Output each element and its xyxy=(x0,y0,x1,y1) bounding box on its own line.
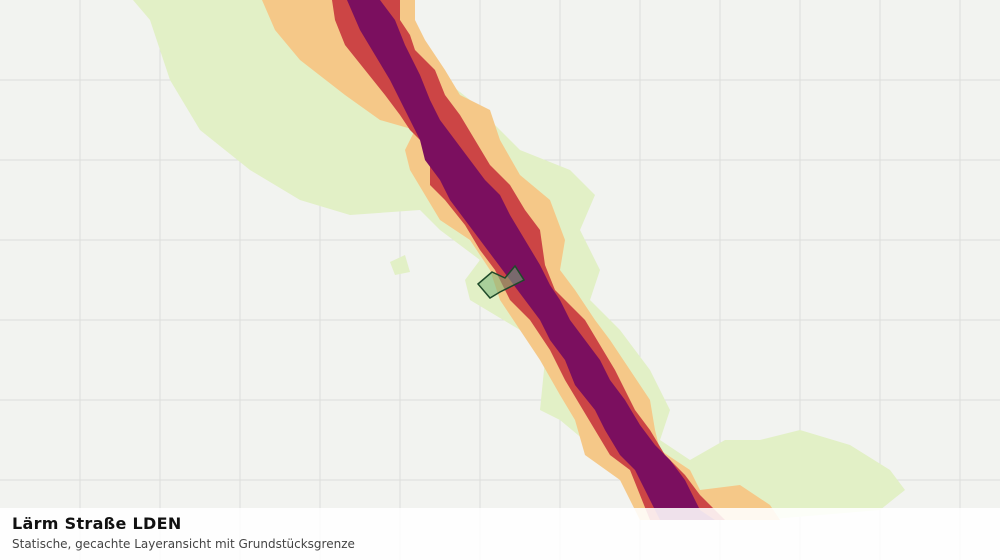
noise-zone-very-high xyxy=(347,0,715,520)
map-title: Lärm Straße LDEN xyxy=(12,514,182,533)
parcel-boundary[interactable] xyxy=(476,264,526,299)
caption-bar: Lärm Straße LDEN Statische, gecachte Lay… xyxy=(0,508,1000,560)
map-subtitle: Statische, gecachte Layeransicht mit Gru… xyxy=(12,537,355,551)
